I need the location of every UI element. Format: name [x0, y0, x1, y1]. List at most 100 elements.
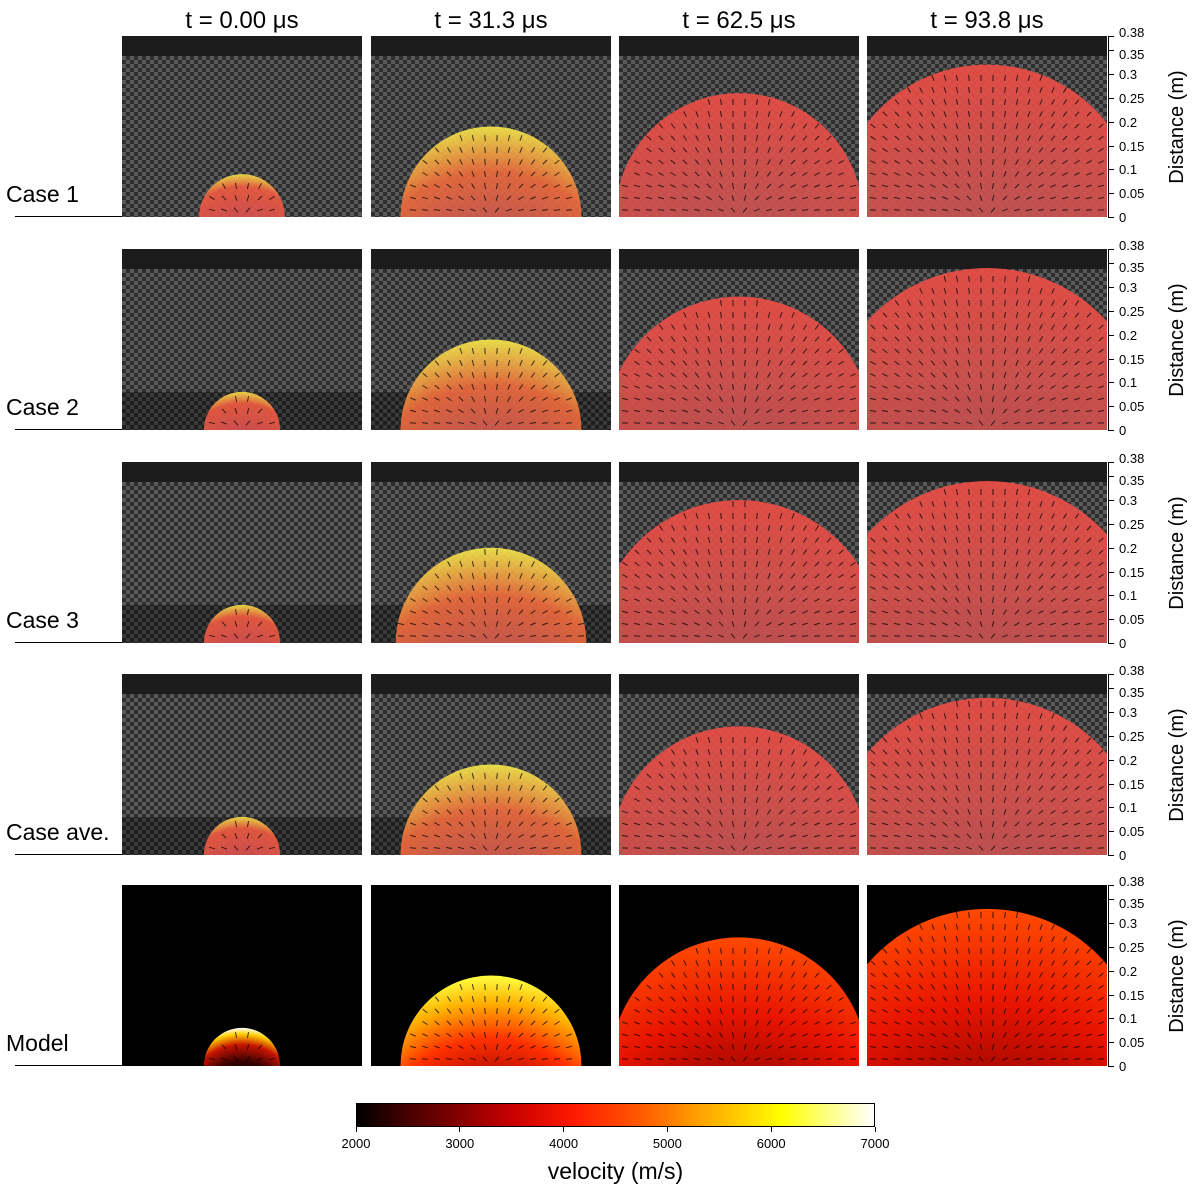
- colorbar-tick-label: 4000: [549, 1136, 579, 1151]
- shock-front: [395, 547, 587, 643]
- y-tick: [1108, 74, 1114, 76]
- y-tick-label: 0.25: [1119, 303, 1145, 319]
- velocity-arrows: [208, 820, 276, 851]
- row-label-1: Case 2: [6, 394, 79, 420]
- y-tick: [1108, 193, 1114, 195]
- y-axis-line: [1108, 462, 1109, 643]
- row-rule: [15, 854, 122, 855]
- colorbar-tick-label: 5000: [652, 1136, 682, 1151]
- velocity-arrows: [208, 395, 276, 426]
- y-tick-label: 0.38: [1119, 663, 1145, 678]
- velocity-arrows: [409, 772, 573, 851]
- y-axis-title: Distance (m): [1166, 495, 1188, 610]
- velocity-arrows: [409, 347, 573, 426]
- y-tick-label: 0.15: [1119, 351, 1145, 367]
- y-tick: [1108, 476, 1114, 478]
- y-tick-label: 0.25: [1119, 728, 1145, 744]
- column-title-3: t = 93.8 μs: [930, 7, 1044, 34]
- panel-3-2: [619, 674, 859, 855]
- y-tick-label: 0.38: [1119, 238, 1145, 253]
- colorbar-title: velocity (m/s): [547, 1158, 684, 1184]
- y-tick: [1108, 462, 1114, 463]
- y-tick-label: 0.05: [1119, 612, 1145, 628]
- panel-1-1: [371, 249, 611, 430]
- panel-0-0: [122, 36, 362, 217]
- y-tick-label: 0.15: [1119, 987, 1145, 1003]
- y-tick: [1108, 169, 1114, 171]
- column-title-2: t = 62.5 μs: [682, 7, 796, 34]
- charge-holder-band: [122, 462, 362, 482]
- charge-holder-band: [619, 674, 859, 694]
- y-axis-line: [1108, 249, 1109, 430]
- panel-3-3: [867, 674, 1107, 855]
- charge-holder-band: [867, 462, 1107, 482]
- y-tick: [1108, 500, 1114, 502]
- y-tick: [1108, 358, 1114, 360]
- colorbar: [356, 1103, 875, 1127]
- y-tick-label: 0.35: [1119, 473, 1145, 489]
- y-axis-line: [1108, 36, 1109, 217]
- panel-4-1: [371, 885, 611, 1066]
- y-tick: [1108, 263, 1114, 265]
- charge-holder-band: [122, 674, 362, 694]
- colorbar-tick-label: 6000: [756, 1136, 786, 1151]
- y-tick: [1108, 885, 1114, 886]
- y-tick-label: 0.3: [1119, 67, 1138, 83]
- panel-1-3: [867, 249, 1107, 430]
- y-tick: [1108, 674, 1114, 675]
- colorbar-tick: [874, 1127, 876, 1132]
- y-axis-title: Distance (m): [1166, 918, 1188, 1033]
- y-axis-line: [1108, 885, 1109, 1066]
- panel-2-3: [867, 462, 1107, 643]
- y-tick-label: 0: [1119, 210, 1127, 225]
- y-tick: [1108, 619, 1114, 621]
- charge-holder-band: [619, 249, 859, 269]
- shock-front: [619, 296, 859, 430]
- shock-front: [619, 93, 859, 217]
- velocity-arrows: [869, 700, 1105, 851]
- y-tick-label: 0.15: [1119, 138, 1145, 154]
- y-axis: 0 0.05 0.1 0.15 0.2 0.25 0.3 0.35 0.38: [1108, 26, 1144, 224]
- velocity-arrows: [409, 983, 573, 1062]
- row-label-2: Case 3: [6, 607, 79, 633]
- y-tick-label: 0.1: [1119, 588, 1138, 604]
- y-tick: [1108, 643, 1114, 644]
- y-tick: [1108, 1042, 1114, 1044]
- colorbar-tick: [355, 1127, 357, 1132]
- panel-1-0: [122, 249, 362, 430]
- y-tick: [1108, 145, 1114, 147]
- velocity-arrows: [409, 134, 573, 213]
- charge-holder-band: [619, 462, 859, 482]
- shock-front: [867, 481, 1107, 643]
- velocity-arrows: [208, 182, 276, 213]
- y-tick: [1108, 899, 1114, 901]
- charge-holder-band: [122, 249, 362, 269]
- velocity-arrows: [621, 947, 857, 1062]
- y-tick: [1108, 523, 1114, 525]
- y-tick-label: 0.3: [1119, 280, 1138, 296]
- y-tick-label: 0: [1119, 423, 1127, 438]
- column-title-1: t = 31.3 μs: [434, 7, 548, 34]
- y-tick: [1108, 855, 1114, 856]
- panel-1-2: [619, 249, 859, 430]
- charge-holder-band: [867, 36, 1107, 56]
- y-tick: [1108, 831, 1114, 833]
- row-label-0: Case 1: [6, 181, 79, 207]
- panel-4-0: [122, 885, 362, 1066]
- colorbar-tick-label: 7000: [860, 1136, 890, 1151]
- colorbar-tick-label: 2000: [341, 1136, 371, 1151]
- y-tick-label: 0: [1119, 636, 1127, 651]
- charge-holder-band: [371, 249, 611, 269]
- shock-front: [619, 726, 859, 855]
- y-tick-label: 0.15: [1119, 776, 1145, 792]
- y-tick: [1108, 334, 1114, 336]
- y-tick-label: 0.3: [1119, 493, 1138, 509]
- y-tick-label: 0.25: [1119, 90, 1145, 106]
- y-tick-label: 0.05: [1119, 824, 1145, 840]
- y-tick: [1108, 946, 1114, 948]
- y-tick-label: 0.38: [1119, 874, 1145, 889]
- charge-holder-band: [619, 36, 859, 56]
- velocity-arrows: [621, 500, 857, 639]
- charge-holder-band: [371, 674, 611, 694]
- row-rule: [15, 642, 122, 643]
